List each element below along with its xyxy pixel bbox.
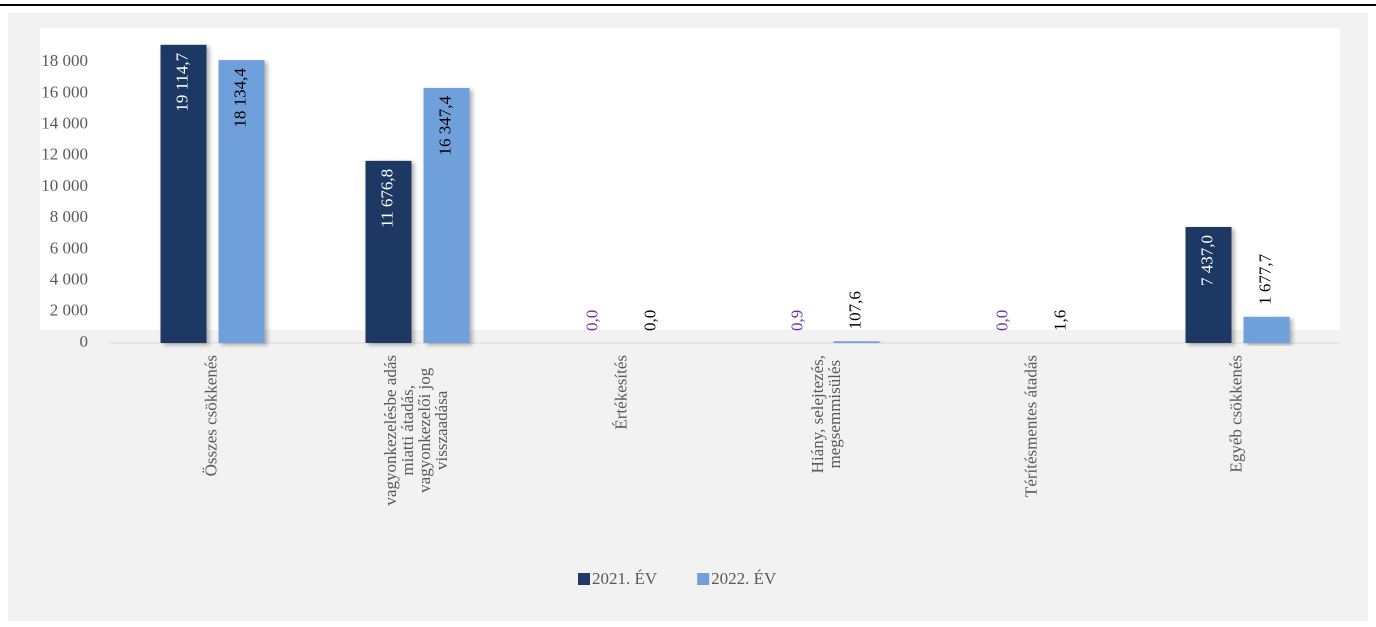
x-tick-label: Térítésmentes átadás — [1021, 355, 1040, 497]
y-tick-label: 18 000 — [41, 51, 88, 70]
legend-swatch — [578, 573, 590, 585]
y-tick-label: 16 000 — [41, 82, 88, 101]
legend-label: 2021. ÉV — [592, 569, 658, 588]
x-tick-label: Összes csökkenés — [201, 355, 220, 476]
value-label: 16 347,4 — [435, 95, 454, 155]
x-tick-label: visszaadása — [432, 390, 451, 470]
value-label: 0,0 — [640, 310, 659, 331]
x-tick-label: miatti átadás, — [398, 385, 417, 476]
y-tick-label: 6 000 — [50, 238, 88, 257]
legend-label: 2022. ÉV — [711, 569, 777, 588]
bar — [1185, 226, 1232, 343]
x-tick-label: vagyonkezelői jog — [415, 367, 434, 493]
value-label: 1 677,7 — [1255, 253, 1274, 305]
y-tick-label: 12 000 — [41, 145, 88, 164]
y-tick-label: 4 000 — [50, 270, 88, 289]
bar — [218, 60, 265, 343]
bar — [833, 341, 880, 343]
value-label: 107,6 — [845, 291, 864, 329]
bar — [1243, 316, 1290, 343]
y-tick-label: 2 000 — [50, 301, 88, 320]
x-tick-label: vagyonkezelésbe adás — [381, 355, 400, 506]
value-label: 7 437,0 — [1197, 235, 1216, 286]
y-tick-label: 8 000 — [50, 207, 88, 226]
value-label: 1,6 — [1050, 310, 1069, 331]
x-tick-label: megsemmisülés — [825, 360, 844, 469]
value-label: 11 676,8 — [377, 169, 396, 228]
value-label: 0,0 — [582, 310, 601, 331]
value-label: 0,9 — [787, 310, 806, 331]
y-tick-label: 10 000 — [41, 176, 88, 195]
bar — [365, 160, 412, 343]
x-tick-label: Hiány, selejtezés, — [808, 355, 827, 473]
y-tick-label: 14 000 — [41, 114, 88, 133]
bar — [160, 44, 207, 344]
x-tick-label: Egyéb csökkenés — [1226, 355, 1245, 473]
value-label: 0,0 — [992, 310, 1011, 331]
legend-swatch — [697, 573, 710, 585]
value-label: 18 134,4 — [230, 68, 249, 128]
y-tick-label: 0 — [80, 332, 89, 351]
value-label: 19 114,7 — [172, 52, 191, 111]
bar — [423, 87, 470, 343]
x-tick-label: Értékesítés — [611, 355, 630, 430]
